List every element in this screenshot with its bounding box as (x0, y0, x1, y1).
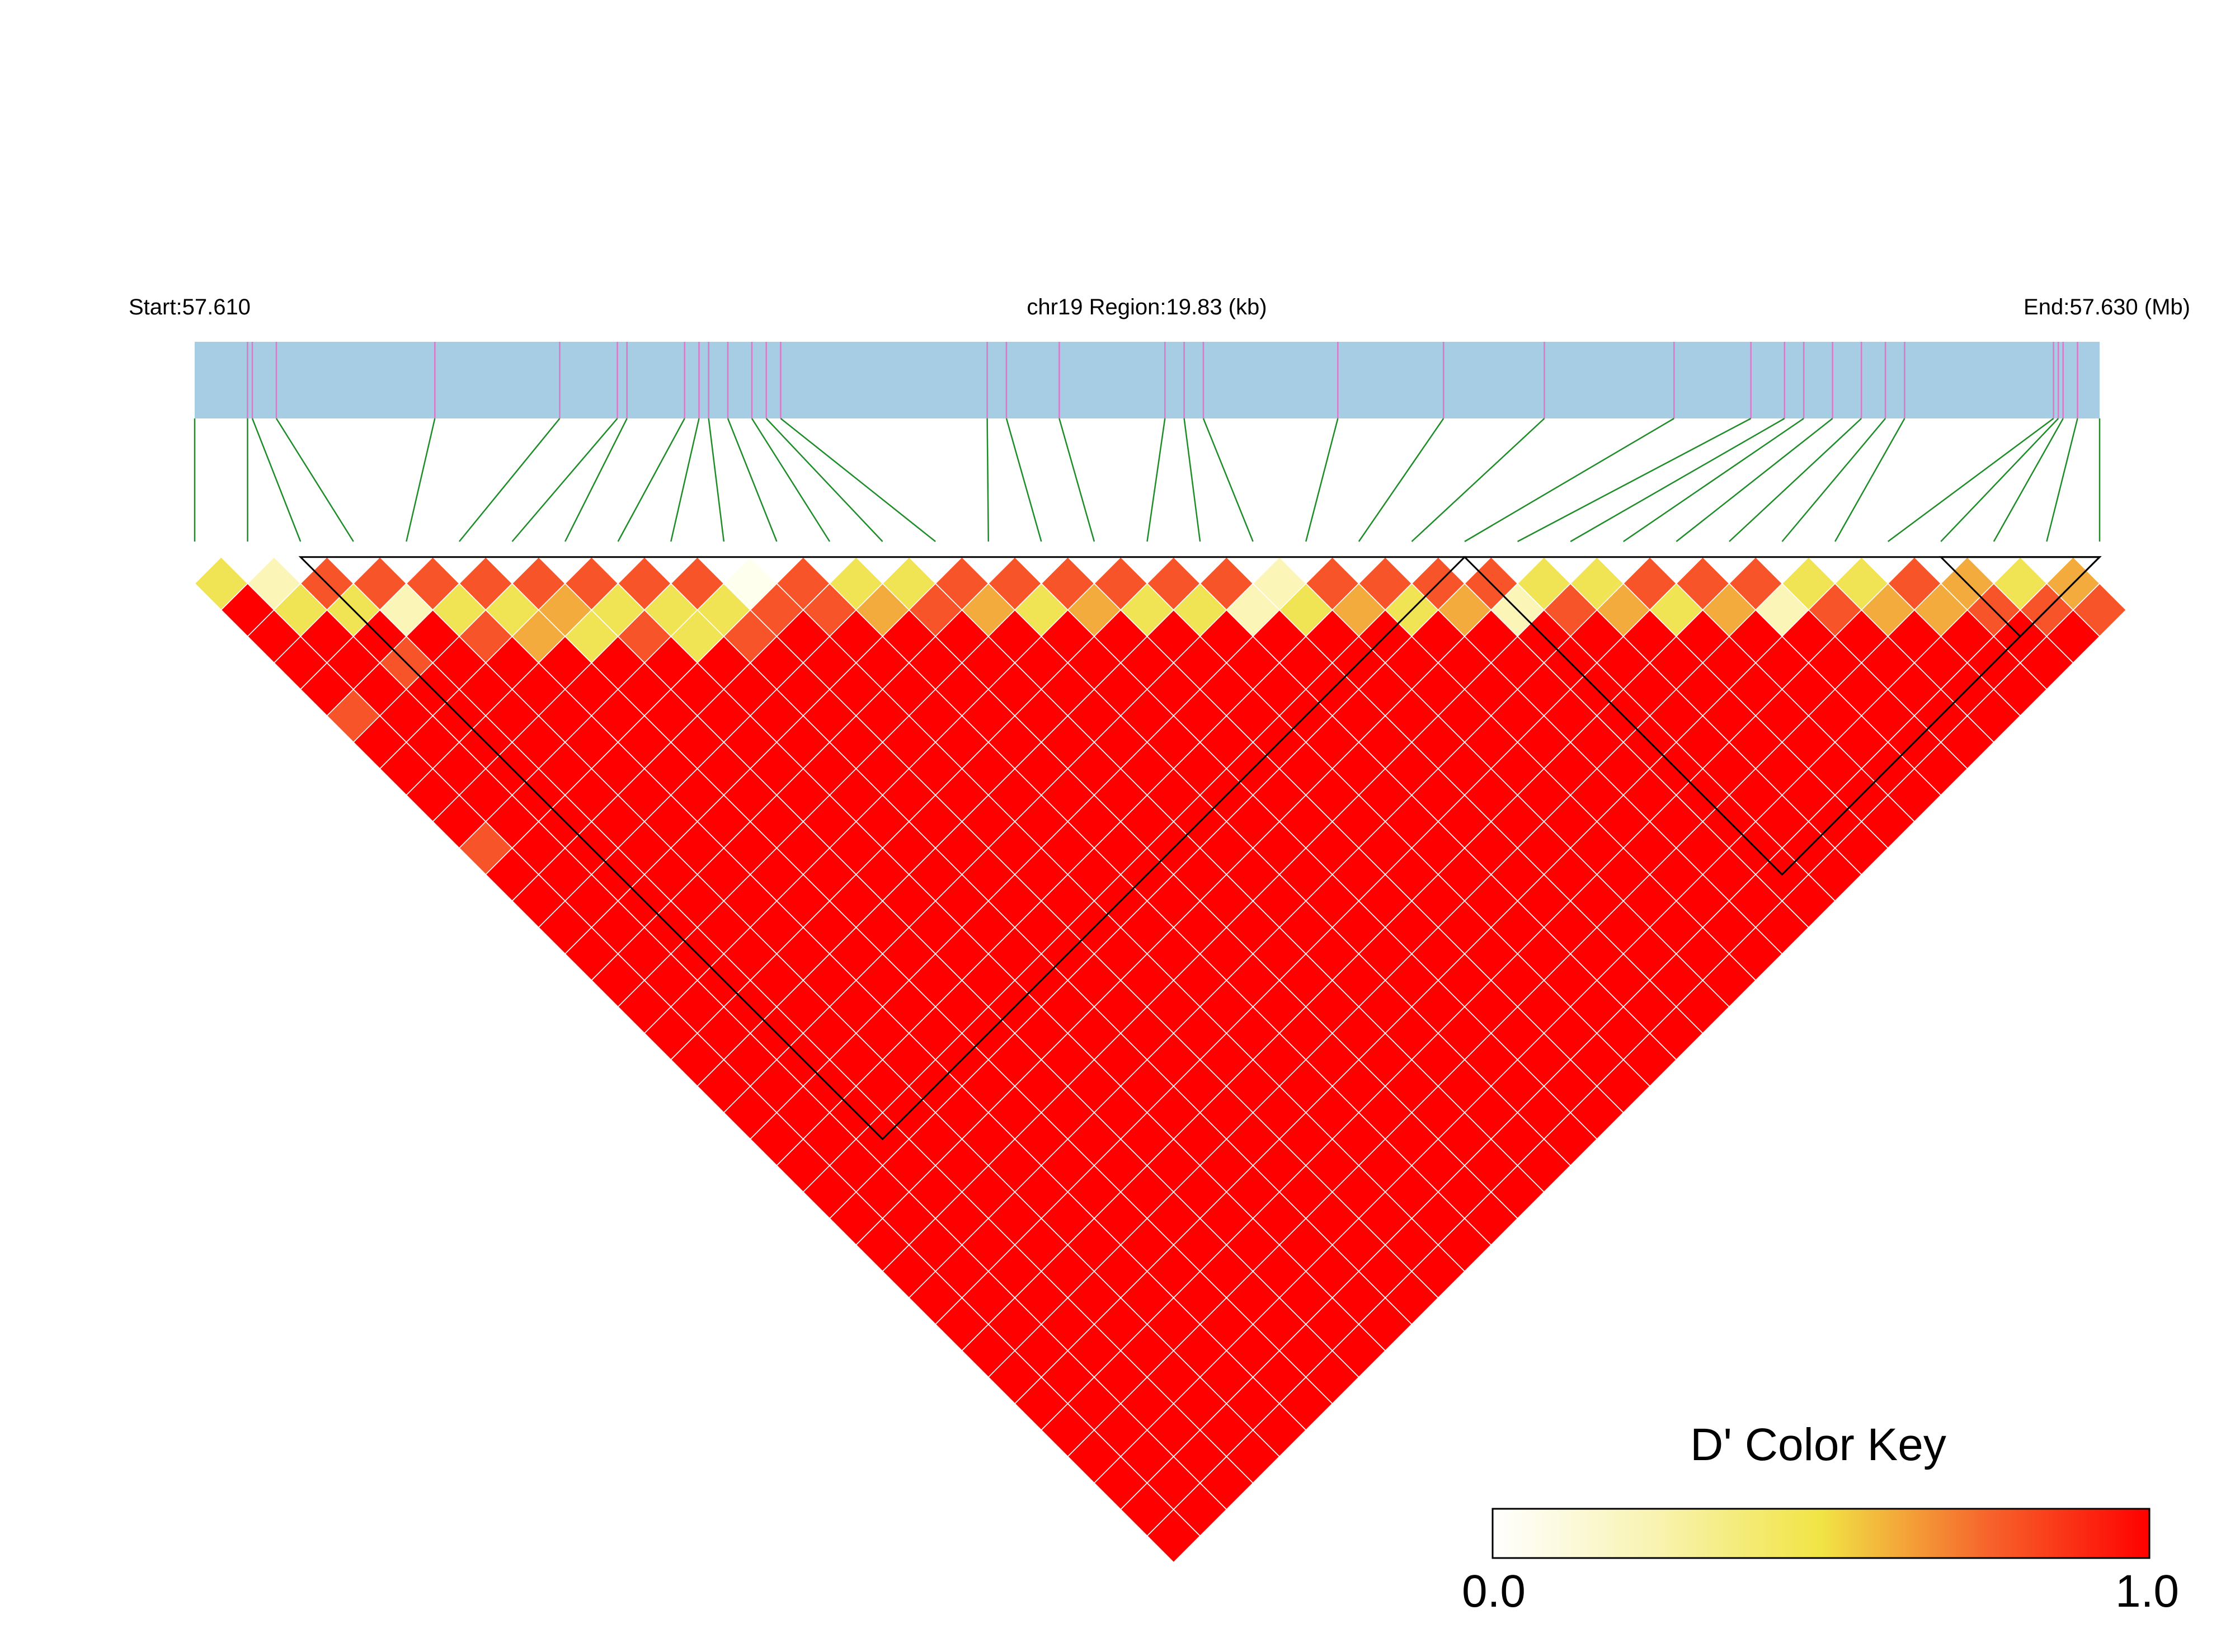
snp-connector (1940, 418, 2059, 542)
ld-block-outline (1938, 556, 2102, 638)
color-key-gradient (1491, 1508, 2151, 1559)
snp-connector (564, 418, 628, 542)
snp-connector (406, 418, 436, 542)
snp-connector (251, 418, 302, 542)
snp-connector (670, 418, 700, 542)
color-key-max-label: 1.0 (2115, 1566, 2179, 1617)
ld-block-outline (1462, 556, 2102, 876)
snp-connectors (194, 417, 2101, 543)
snp-connector (727, 418, 778, 542)
region-title: chr19 Region:19.83 (kb) (1027, 295, 1267, 319)
snp-connector (1358, 418, 1444, 542)
snp-connector (275, 418, 354, 542)
snp-connector (1411, 418, 1545, 542)
snp-connector (1202, 418, 1254, 542)
gene-region-bar (195, 342, 2100, 418)
color-key-min-label: 0.0 (1462, 1566, 1526, 1617)
ld-cells (194, 556, 2127, 1563)
snp-connector (1887, 417, 2054, 543)
snp-connector (1729, 418, 1862, 542)
snp-connector (765, 418, 883, 542)
snp-connector (1517, 417, 1752, 543)
snp-connector (1676, 418, 1833, 542)
snp-connector (986, 418, 989, 542)
ld-blocks (298, 556, 2102, 1141)
snp-connector (2046, 418, 2078, 542)
snp-connector (1058, 418, 1095, 542)
color-key-title: D' Color Key (1690, 1419, 1946, 1470)
snp-connector (751, 418, 831, 542)
snp-connector (1146, 418, 1166, 542)
snp-connector (1781, 418, 1886, 542)
snp-marks (247, 342, 2078, 418)
snp-connector (458, 418, 561, 542)
snp-connector (708, 418, 725, 542)
snp-connector (1005, 418, 1042, 542)
snp-connector (780, 418, 936, 542)
snp-connector (1623, 417, 1804, 543)
snp-connector (511, 418, 618, 542)
snp-connector (617, 418, 685, 542)
region-start-label: Start:57.610 (129, 295, 251, 319)
snp-connector (1464, 417, 1674, 543)
snp-connector (1305, 418, 1339, 542)
snp-connector (1183, 418, 1201, 542)
snp-connector (1570, 417, 1785, 543)
ld-block-outline (298, 556, 1467, 1141)
region-end-label: End:57.630 (Mb) (2024, 295, 2190, 319)
ld-cell (2072, 582, 2127, 637)
snp-connector (1993, 418, 2064, 542)
snp-connector (1834, 418, 1905, 542)
